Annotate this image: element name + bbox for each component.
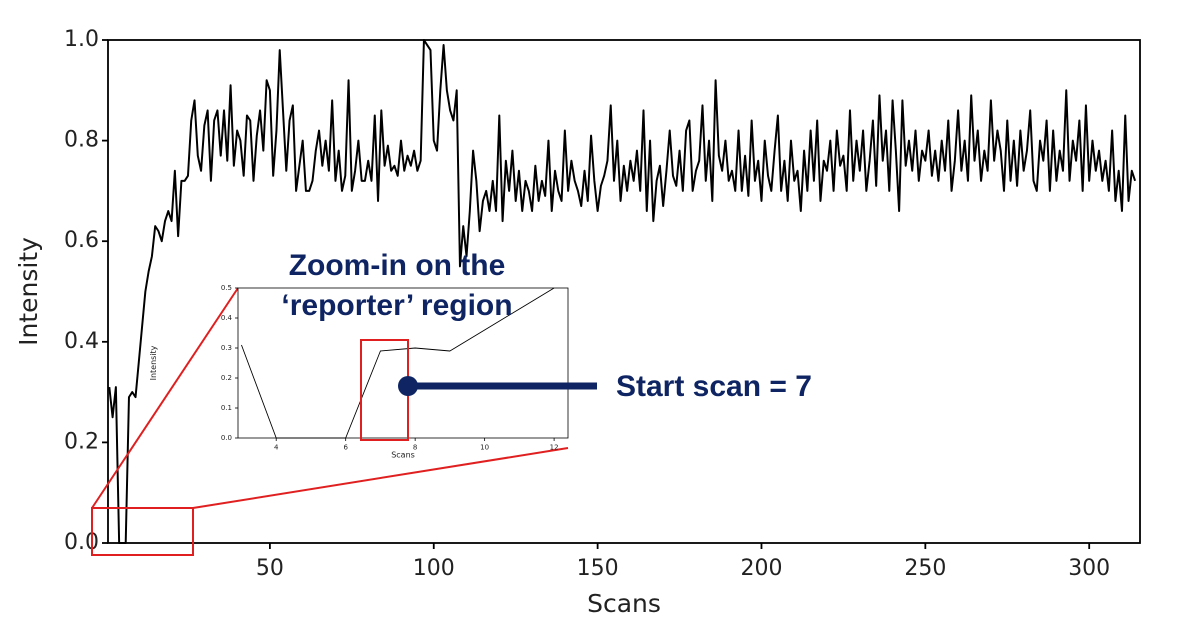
y-tick-label: 0.0 [221,434,232,442]
x-axis-label: Scans [587,589,661,618]
x-tick-label: 200 [740,556,782,581]
y-tick-label: 1.0 [64,27,99,52]
y-axis-label: Intensity [149,345,158,380]
plot-frame [107,39,1141,544]
inset-chart: 4 6 8 10 12 0.0 0.1 0.2 0.3 0.4 0.5 Scans Intensity [149,284,569,459]
x-tick-label: 10 [480,443,489,451]
x-tick-label: 100 [413,556,455,581]
start-annotation: Start scan = 7 [616,370,812,403]
x-tick-label: 8 [413,443,417,451]
zoom-connector [192,447,569,509]
y-tick-label: 0.4 [64,329,99,354]
y-tick-label: 0.2 [64,429,99,454]
x-tick-label: 150 [577,556,619,581]
data-line [108,39,1137,544]
x-tick-label: 12 [550,443,559,451]
y-tick-label: 0.2 [221,374,232,382]
x-axis-label: Scans [391,450,415,459]
y-tick-label: 0.4 [221,314,233,322]
zoom-box [91,507,194,556]
main-chart: 50 100 150 200 250 300 0.0 0.2 0.4 0.6 0.8 1.0 Scans… [14,27,1141,618]
pointer-dot [398,376,418,396]
x-tick-label: 4 [274,443,279,451]
y-tick-label: 0.3 [221,344,232,352]
y-tick-label: 0.5 [221,284,232,292]
y-tick-label: 0.6 [64,228,99,253]
y-tick-label: 0.8 [64,128,99,153]
zoom-annotation: Zoom-in on the ‘reporter’ region [281,249,513,322]
x-tick-label: 6 [343,443,348,451]
data-line [241,287,555,439]
x-tick-label: 300 [1068,556,1110,581]
x-tick-label: 250 [904,556,946,581]
y-tick-label: 0.0 [64,530,99,555]
plot-frame [237,287,569,439]
zoom-connector [91,287,239,509]
y-tick-label: 0.1 [221,404,232,412]
y-axis-label: Intensity [14,237,43,346]
x-tick-label: 50 [256,556,284,581]
